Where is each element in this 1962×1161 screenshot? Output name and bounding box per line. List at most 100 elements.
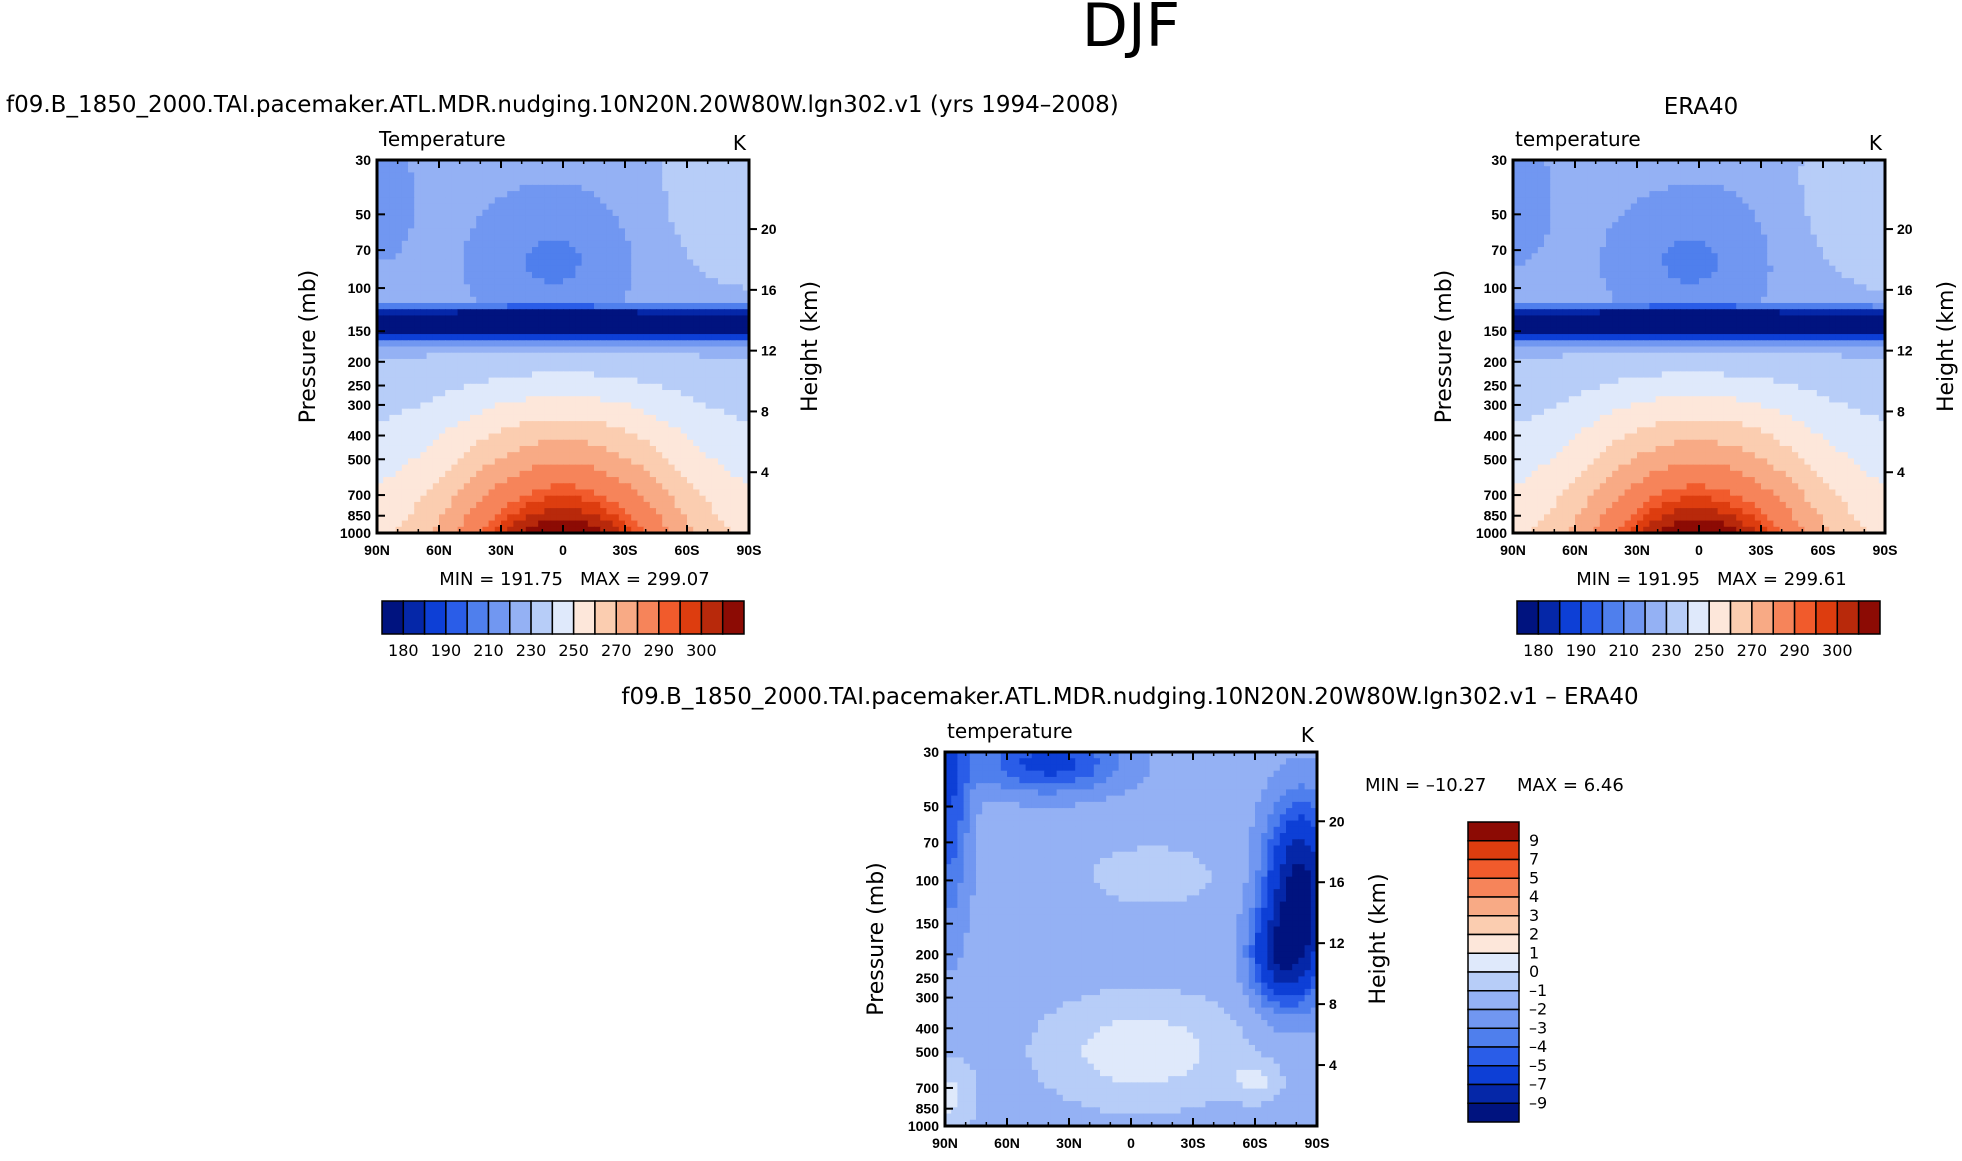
contour-cell [544, 396, 552, 404]
contour-cell [668, 191, 676, 198]
contour-cell [575, 365, 583, 372]
contour-cell [1643, 284, 1650, 292]
contour-cell [383, 184, 390, 192]
contour-cell [1816, 209, 1824, 217]
contour-cell [718, 197, 725, 205]
contour-cell [1562, 228, 1570, 236]
contour-cell [724, 508, 731, 515]
contour-cell [544, 365, 552, 372]
contour-cell [1575, 209, 1582, 217]
contour-cell [618, 290, 626, 298]
contour-cell [1575, 271, 1582, 279]
contour-cell [494, 259, 502, 267]
contour-cell [612, 427, 620, 435]
contour-cell [631, 439, 638, 447]
contour-cell [1742, 240, 1750, 248]
contour-cell [1798, 240, 1805, 248]
contour-cell [432, 184, 440, 192]
contour-cell [612, 209, 620, 217]
contour-cell [1618, 265, 1626, 273]
contour-cell [612, 309, 620, 317]
contour-cell [1668, 247, 1675, 254]
contour-cell [612, 296, 620, 304]
contour-cell [457, 383, 465, 391]
contour-cell [1643, 166, 1650, 174]
contour-cell [1841, 284, 1849, 292]
contour-cell [457, 414, 465, 422]
contour-cell [1742, 172, 1750, 180]
contour-cell [587, 458, 595, 466]
contour-cell [550, 203, 558, 211]
contour-cell [724, 408, 731, 416]
contour-cell [1754, 178, 1762, 186]
contour-cell [488, 234, 496, 242]
contour-cell [563, 477, 570, 484]
contour-cell [724, 334, 731, 341]
contour-cell [674, 464, 682, 472]
contour-cell [519, 160, 527, 167]
contour-cell [457, 334, 465, 341]
contour-cell [1816, 178, 1824, 186]
contour-cell [494, 278, 502, 285]
contour-cell [532, 501, 539, 509]
contour-cell [1525, 253, 1533, 261]
contour-cell [1785, 240, 1793, 248]
contour-cell [488, 495, 496, 503]
contour-cell [556, 191, 564, 198]
contour-cell [432, 439, 440, 447]
contour-cell [525, 445, 533, 453]
contour-cell [569, 520, 576, 528]
contour-cell [538, 352, 545, 360]
contour-cell [389, 178, 397, 186]
contour-cell [581, 358, 589, 366]
contour-cell [1854, 184, 1861, 192]
contour-cell [476, 371, 483, 379]
contour-cell [538, 215, 545, 223]
contour-cell [724, 340, 731, 348]
contour-cell [1785, 178, 1793, 186]
contour-cell [718, 470, 725, 478]
contour-cell [451, 508, 459, 515]
contour-cell [563, 172, 570, 180]
contour-cell [1587, 203, 1595, 211]
contour-cell [600, 290, 607, 298]
contour-cell [606, 396, 614, 404]
contour-cell [594, 253, 601, 261]
contour-cell [643, 215, 651, 223]
contour-cell [730, 321, 738, 329]
contour-cell [1723, 178, 1731, 186]
contour-cell [668, 402, 676, 410]
contour-cell [513, 489, 521, 497]
contour-cell [625, 278, 632, 285]
contour-cell [451, 334, 459, 341]
contour-cell [556, 526, 564, 534]
contour-cell [705, 377, 713, 385]
contour-cell [1699, 278, 1706, 285]
contour-cell [414, 203, 421, 211]
contour-cell [426, 309, 434, 317]
contour-cell [1761, 278, 1768, 285]
contour-cell [525, 526, 533, 534]
contour-cell [600, 445, 607, 453]
contour-cell [625, 334, 632, 341]
contour-cell [408, 209, 415, 217]
contour-cell [1748, 184, 1756, 192]
contour-cell [488, 315, 496, 323]
contour-cell [649, 445, 657, 453]
contour-cell [563, 508, 570, 515]
contour-cell [1872, 259, 1880, 267]
contour-cell [513, 327, 521, 335]
contour-cell [463, 433, 471, 441]
contour-cell [600, 184, 607, 192]
contour-cell [587, 520, 595, 528]
contour-cell [1661, 228, 1669, 236]
contour-cell [525, 160, 533, 167]
contour-cell [507, 520, 514, 528]
colorbar-box [509, 600, 532, 635]
contour-cell [699, 383, 707, 391]
contour-cell [718, 184, 725, 192]
contour-cell [718, 452, 725, 459]
contour-cell [1544, 215, 1551, 223]
contour-cell [569, 315, 576, 323]
contour-cell [1711, 228, 1719, 236]
